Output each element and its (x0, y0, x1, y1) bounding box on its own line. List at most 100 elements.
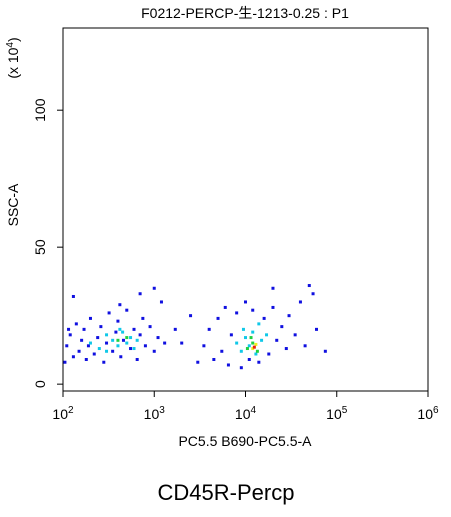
event-dot (275, 338, 279, 342)
x-tick-exponent: 5 (342, 405, 348, 416)
x-tick-exponent: 4 (251, 405, 257, 416)
event-dot (254, 352, 258, 356)
event-dot (121, 338, 125, 342)
event-dot (125, 308, 129, 312)
event-dot (311, 292, 315, 296)
event-dot (129, 336, 133, 340)
event-dot (189, 314, 193, 318)
y-multiplier: (x 104) (5, 37, 21, 78)
event-dot (68, 333, 72, 337)
event-dot (180, 341, 184, 345)
event-dot (97, 347, 101, 351)
event-dot (284, 347, 288, 351)
event-dot (135, 338, 139, 342)
event-dot (262, 316, 266, 320)
event-dot (132, 347, 136, 351)
event-dot (249, 336, 253, 340)
event-dot (102, 360, 106, 364)
y-tick-label: 100 (32, 98, 48, 122)
event-dot (235, 311, 239, 315)
event-dot (202, 344, 206, 348)
event-dot (271, 305, 275, 309)
event-dot (254, 342, 258, 346)
event-dot (116, 344, 120, 348)
event-dot (265, 333, 269, 337)
event-dot (67, 327, 71, 331)
event-dot (255, 349, 259, 353)
event-dot (86, 344, 90, 348)
event-dot (251, 341, 255, 345)
event-dot (65, 344, 69, 348)
event-dot (107, 311, 111, 315)
x-tick-exponent: 3 (159, 405, 165, 416)
event-dot (121, 330, 125, 334)
event-dot (77, 349, 81, 353)
event-dot (84, 357, 88, 361)
event-dot (229, 333, 233, 337)
y-tick-label: 0 (32, 380, 48, 388)
event-dot (92, 352, 96, 356)
event-dot (251, 330, 255, 334)
event-dot (241, 327, 245, 331)
x-tick-exponent: 2 (68, 405, 74, 416)
event-dot (152, 349, 156, 353)
x-tick-exponent: 6 (433, 405, 439, 416)
event-dot (287, 314, 291, 318)
event-dot (235, 341, 239, 345)
event-dot (251, 308, 255, 312)
event-dot (220, 349, 224, 353)
x-tick-label: 106 (417, 405, 439, 422)
event-dot (111, 349, 115, 353)
event-dot (116, 338, 120, 342)
event-dot (82, 327, 86, 331)
event-dot (303, 344, 307, 348)
event-dot (159, 300, 163, 304)
event-dot (99, 325, 103, 329)
event-dot (129, 347, 133, 351)
event-dot (247, 344, 251, 348)
event-dot (244, 300, 247, 304)
event-dot (96, 336, 100, 340)
x-tick-label: 105 (326, 405, 348, 422)
event-dot (118, 327, 122, 331)
event-dot (212, 357, 216, 361)
y-tick-label: 50 (32, 239, 48, 255)
event-dot (141, 316, 145, 320)
x-tick-base: 10 (417, 406, 433, 422)
event-dot (173, 327, 177, 331)
event-dot (111, 338, 115, 342)
event-dot (251, 347, 255, 351)
event-dot (116, 319, 120, 323)
event-dot (138, 292, 142, 296)
event-dot (298, 300, 302, 304)
event-dot (71, 294, 75, 298)
event-dot (239, 366, 243, 370)
event-dot (105, 333, 109, 337)
event-dot (114, 330, 118, 334)
event-dot (143, 344, 147, 348)
event-dot (138, 333, 142, 337)
event-dot (88, 341, 92, 345)
event-dot (257, 360, 261, 364)
event-dot (223, 305, 227, 309)
event-dot (71, 355, 75, 359)
event-dot (125, 341, 129, 345)
event-dot (88, 316, 92, 320)
event-dot (257, 322, 261, 326)
x-tick-label: 104 (235, 405, 257, 422)
caption: CD45R-Percp (158, 480, 295, 505)
event-dot (247, 357, 251, 361)
event-dot (260, 338, 264, 342)
event-dot (80, 338, 84, 342)
x-tick-label: 103 (144, 405, 166, 422)
event-dot (280, 325, 284, 329)
x-tick-base: 10 (52, 406, 68, 422)
event-dot (267, 352, 271, 356)
event-dot (323, 349, 327, 353)
event-dot (118, 303, 122, 307)
event-dot (271, 286, 275, 290)
event-dot (315, 327, 319, 331)
event-dot (293, 333, 297, 337)
event-dot (252, 345, 256, 349)
